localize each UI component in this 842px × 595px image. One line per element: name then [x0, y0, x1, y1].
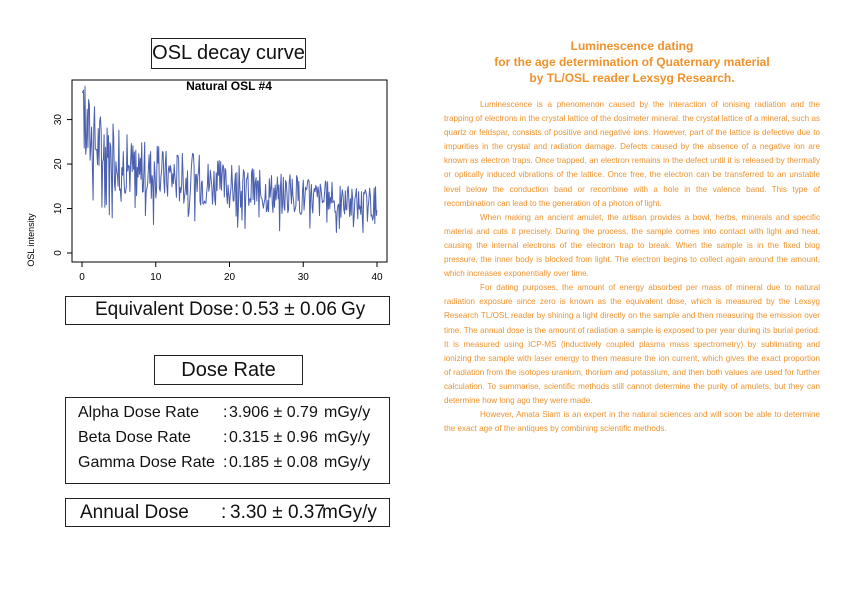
osl-decay-curve-title: OSL decay curve — [151, 38, 306, 69]
osl-decay-curve-title-text: OSL decay curve — [152, 42, 305, 64]
x-tick-label: 20 — [224, 272, 236, 283]
series-line-osl — [82, 85, 378, 233]
dose-rate-unit: mGy/y — [324, 404, 371, 421]
equivalent-dose-unit: Gy — [341, 299, 366, 320]
annual-dose-label: Annual Dose — [80, 502, 189, 523]
article-heading: Luminescence dating for the age determin… — [444, 38, 820, 86]
annual-dose-separator: : — [221, 502, 227, 523]
dose-rate-separator: : — [223, 404, 228, 421]
equivalent-dose-label: Equivalent Dose — [95, 299, 234, 320]
y-tick-label: 20 — [53, 158, 64, 170]
dose-rate-label: Alpha Dose Rate — [78, 404, 199, 421]
article-heading-line: for the age determination of Quaternary … — [494, 55, 770, 69]
x-axis: 0 10 20 30 40 — [79, 261, 383, 283]
chart-title: Natural OSL #4 — [186, 79, 272, 93]
dose-rate-row-beta: Beta Dose Rate : 0.315 ± 0.96 mGy/y — [66, 429, 389, 451]
dose-rate-unit: mGy/y — [324, 454, 371, 471]
annual-dose-box: Annual Dose : 3.30 ± 0.37 mGy/y — [65, 498, 390, 527]
equivalent-dose-box: Equivalent Dose : 0.53 ± 0.06 Gy — [65, 296, 390, 325]
y-tick-label: 30 — [53, 114, 64, 126]
annual-dose-unit: mGy/y — [322, 502, 377, 523]
dose-rate-value: 3.906 ± 0.79 — [229, 404, 318, 421]
y-tick-label: 0 — [53, 250, 64, 256]
article-heading-line: by TL/OSL reader Lexsyg Research. — [529, 71, 735, 85]
article-body: Luminescence is a phenomenon caused by t… — [444, 98, 820, 436]
dose-rate-separator: : — [223, 454, 228, 471]
article-paragraph: When making an ancient amulet, the artis… — [444, 212, 820, 279]
dose-rate-row-alpha: Alpha Dose Rate : 3.906 ± 0.79 mGy/y — [66, 404, 389, 426]
dose-rate-label: Beta Dose Rate — [78, 429, 191, 446]
dose-rate-label: Gamma Dose Rate — [78, 454, 215, 471]
y-axis-label: OSL intensity — [26, 213, 36, 267]
article-paragraph: However, Amata Siam is an expert in the … — [444, 410, 820, 434]
article: Luminescence dating for the age determin… — [444, 38, 820, 436]
x-tick-label: 0 — [79, 272, 85, 283]
dose-rate-separator: : — [223, 429, 228, 446]
x-tick-label: 30 — [298, 272, 310, 283]
dose-rate-row-gamma: Gamma Dose Rate : 0.185 ± 0.08 mGy/y — [66, 454, 389, 476]
annual-dose-value: 3.30 ± 0.37 — [230, 502, 325, 523]
dose-rate-title: Dose Rate — [154, 355, 303, 385]
article-paragraph: For dating purposes, the amount of energ… — [444, 283, 820, 405]
equivalent-dose-separator: : — [234, 299, 240, 320]
dose-rate-value: 0.315 ± 0.96 — [229, 429, 318, 446]
y-axis: 0 10 20 30 — [53, 114, 73, 256]
equivalent-dose-value: 0.53 ± 0.06 — [242, 299, 337, 320]
dose-rates-box: Alpha Dose Rate : 3.906 ± 0.79 mGy/y Bet… — [65, 397, 390, 484]
article-heading-line: Luminescence dating — [570, 39, 694, 53]
dose-rate-title-text: Dose Rate — [181, 358, 276, 381]
dose-rate-unit: mGy/y — [324, 429, 371, 446]
x-tick-label: 40 — [371, 272, 383, 283]
article-paragraph: Luminescence is a phenomenon caused by t… — [444, 100, 820, 208]
y-tick-label: 10 — [53, 203, 64, 215]
osl-decay-chart: Natural OSL #4 OSL intensity 0 10 20 30 40 0… — [26, 79, 388, 283]
x-tick-label: 10 — [150, 272, 162, 283]
dose-rate-value: 0.185 ± 0.08 — [229, 454, 318, 471]
